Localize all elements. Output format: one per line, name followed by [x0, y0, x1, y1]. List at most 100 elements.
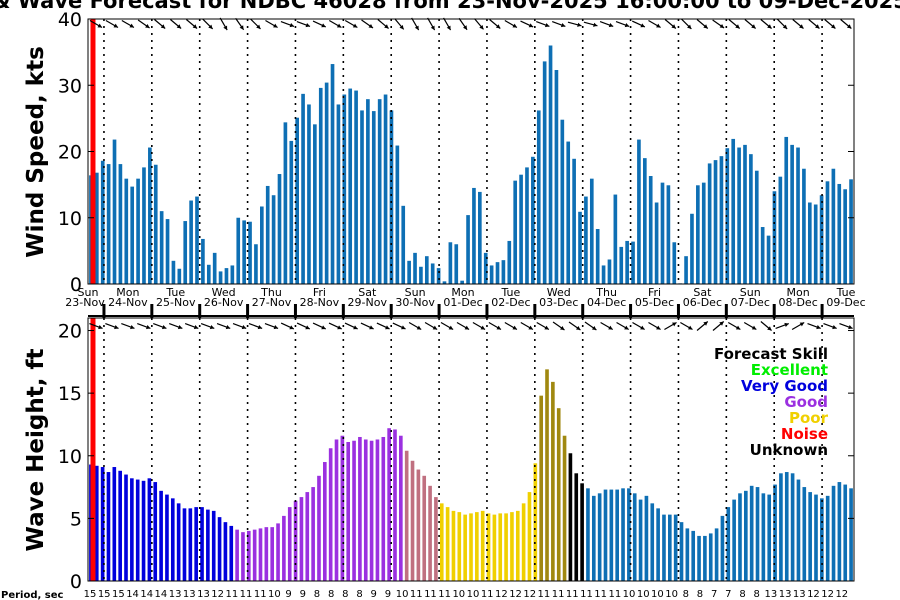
- wind-bar: [436, 268, 441, 284]
- wave-bar: [393, 429, 397, 581]
- period-value: 10: [637, 589, 650, 600]
- wave-bar: [176, 503, 181, 581]
- wind-bar: [542, 61, 547, 285]
- wave-bar: [94, 465, 99, 581]
- wave-bar: [480, 510, 485, 581]
- wind-direction-arrow: [664, 19, 677, 29]
- period-value: 8: [739, 589, 745, 600]
- wave-direction-arrow: [600, 321, 614, 331]
- wave-bar: [808, 492, 812, 581]
- wave-direction-arrow: [775, 322, 789, 329]
- period-value: 10: [396, 589, 409, 600]
- wind-bar: [749, 154, 753, 284]
- wave-direction-arrow: [712, 321, 725, 331]
- wave-bar: [317, 475, 321, 581]
- wind-bar: [277, 174, 282, 284]
- wave-bar: [282, 515, 286, 581]
- wave-bar: [223, 522, 228, 581]
- wind-bar: [383, 94, 388, 285]
- period-value: 10: [268, 589, 281, 600]
- wind-bar: [501, 260, 506, 284]
- wave-bar: [580, 483, 584, 581]
- wind-bar: [743, 144, 747, 285]
- wave-bar: [439, 503, 444, 581]
- wave-bar: [141, 480, 146, 581]
- wave-direction-arrow: [137, 323, 151, 330]
- wind-ytick-label: 40: [58, 9, 82, 31]
- period-value: 14: [126, 589, 139, 600]
- wave-direction-arrow: [823, 323, 837, 330]
- wind-direction-arrow: [808, 19, 820, 29]
- wave-bar: [340, 435, 345, 581]
- wind-bar: [637, 139, 641, 284]
- wave-bar: [591, 495, 596, 581]
- wave-ytick-label: 20: [58, 321, 82, 343]
- wave-direction-arrow: [839, 323, 853, 330]
- day-label: Sat: [693, 286, 712, 299]
- wave-bar: [586, 488, 590, 581]
- wind-bar: [254, 244, 258, 284]
- wave-bar: [486, 513, 491, 581]
- period-value: 12: [835, 589, 848, 600]
- wave-bar: [375, 439, 380, 581]
- wave-direction-arrow: [408, 321, 422, 331]
- wind-bar: [360, 110, 364, 284]
- period-value: 8: [683, 589, 689, 600]
- wind-bar: [142, 167, 146, 284]
- wave-bar: [200, 507, 204, 581]
- wind-direction-arrow: [137, 19, 150, 29]
- wave-bar: [551, 381, 555, 581]
- wave-bar: [703, 535, 707, 581]
- wind-bar: [324, 82, 329, 284]
- wind-bar: [313, 124, 317, 284]
- wave-direction-arrow: [536, 321, 550, 331]
- wave-bar: [293, 500, 298, 581]
- wave-bar: [170, 498, 175, 581]
- wind-bar: [283, 122, 288, 284]
- wind-bar: [112, 139, 117, 284]
- wave-direction-arrow: [472, 321, 486, 331]
- wind-bar: [525, 167, 529, 284]
- wave-bar: [673, 514, 678, 581]
- period-value: 11: [538, 589, 551, 600]
- wave-bar: [568, 453, 573, 581]
- period-value: 7: [725, 589, 731, 600]
- wind-bar: [819, 195, 824, 284]
- wind-bar: [707, 163, 712, 284]
- wind-bar: [153, 164, 158, 284]
- period-value: 14: [140, 589, 153, 600]
- wave-bar: [539, 395, 543, 581]
- date-label: 24-Nov: [108, 296, 148, 309]
- wave-bar: [352, 440, 356, 581]
- period-value: 14: [155, 589, 168, 600]
- wind-bar: [690, 213, 694, 284]
- wind-bar: [784, 136, 789, 284]
- wind-direction-arrow: [792, 19, 804, 29]
- wave-bar: [451, 510, 456, 581]
- wind-bar: [796, 147, 800, 284]
- wind-bar: [424, 256, 429, 284]
- wave-bar: [130, 478, 134, 581]
- wind-bar: [165, 219, 170, 284]
- wave-bar: [685, 528, 690, 581]
- date-label: 03-Dec: [539, 296, 578, 309]
- period-value: 11: [225, 589, 238, 600]
- wave-bar: [773, 484, 777, 581]
- wave-direction-arrow: [680, 321, 693, 331]
- wave-bar: [603, 489, 608, 581]
- period-value: 11: [254, 589, 267, 600]
- wave-bar: [767, 494, 772, 581]
- wind-direction-arrow: [377, 19, 389, 29]
- wave-bar: [399, 435, 403, 581]
- wind-bar: [189, 200, 193, 284]
- wave-bar: [323, 462, 327, 581]
- wind-bar: [212, 252, 217, 284]
- wind-bar: [336, 104, 341, 285]
- wind-direction-arrow: [520, 20, 534, 28]
- wind-direction-arrow: [551, 21, 566, 28]
- period-value: 11: [481, 589, 494, 600]
- period-value: 12: [523, 589, 536, 600]
- wave-direction-arrow: [648, 321, 661, 331]
- wind-bar: [472, 187, 476, 284]
